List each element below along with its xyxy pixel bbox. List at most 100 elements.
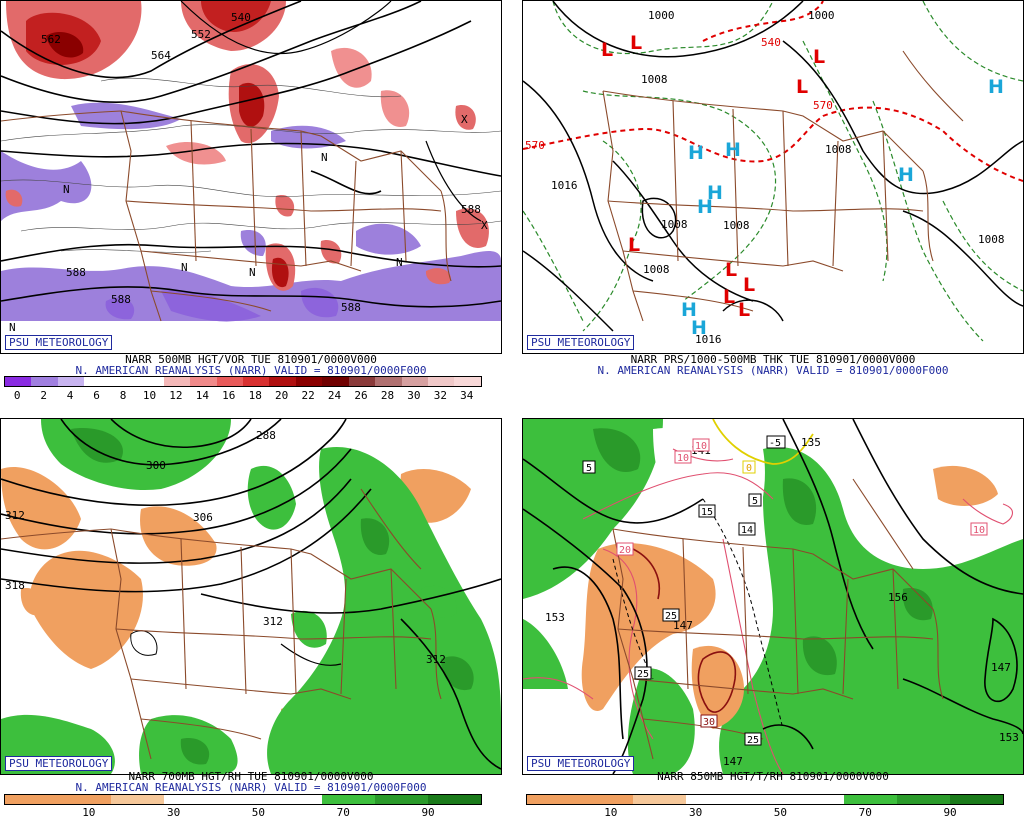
temp-label: 5 <box>582 460 596 474</box>
contour-label: 552 <box>191 28 211 41</box>
colorbar-swatch <box>5 377 32 386</box>
colorbar-swatch <box>216 795 270 804</box>
colorbar-tick-label: 70 <box>858 806 872 819</box>
height-label: 147 <box>673 619 693 632</box>
isobar-label: 1000 <box>648 9 675 22</box>
temp-label: 5 <box>748 493 762 507</box>
svg-text:30: 30 <box>703 717 715 728</box>
contour-label: 318 <box>5 579 25 592</box>
colorbar-tick-label: 24 <box>327 389 342 402</box>
panel-sfc-pressure-thickness: 1000 1000 1008 1016 1008 1008 1008 1008 … <box>522 0 1024 400</box>
colorbar-swatch <box>322 377 349 386</box>
colorbar-tick-label: 30 <box>407 389 421 402</box>
thickness-label: 540 <box>761 36 781 49</box>
map-500mb-vorticity: 562 564 552 540 588 588 588 588 N N N N … <box>0 0 502 354</box>
colorbar-tick-label: 50 <box>251 806 266 819</box>
colorbar-swatch <box>269 377 296 386</box>
colorbar-swatch <box>295 377 323 386</box>
isobar-label: 1008 <box>661 218 688 231</box>
svg-text:25: 25 <box>665 611 677 622</box>
colorbar-swatch <box>269 795 323 804</box>
high-pressure-marker: H <box>988 76 1004 98</box>
colorbar-tick-label: 10 <box>142 389 157 402</box>
isobar-label: 1000 <box>808 9 835 22</box>
svg-text:20: 20 <box>619 545 631 556</box>
colorbar-swatch <box>375 377 402 386</box>
temp-label: 0 <box>742 460 756 474</box>
contour-label: 588 <box>341 301 361 314</box>
colorbar-tick-label: 20 <box>275 389 289 402</box>
svg-text:0: 0 <box>746 463 752 474</box>
colorbar-tick-label: 18 <box>248 389 262 402</box>
colorbar-tick-label: 8 <box>119 389 127 402</box>
colorbar-swatch <box>163 795 217 804</box>
contour-label: 306 <box>193 511 213 524</box>
low-pressure-marker: L <box>796 76 808 98</box>
height-label: 135 <box>801 436 821 449</box>
temp-label: 10 <box>692 438 710 452</box>
colorbar-swatch <box>322 795 376 804</box>
temp-label: 25 <box>662 608 680 622</box>
colorbar-tick-label: 32 <box>433 389 447 402</box>
vort-min-marker: N <box>181 261 188 274</box>
vort-min-marker: N <box>396 256 403 269</box>
low-pressure-marker: L <box>723 286 735 308</box>
colorbar-swatch <box>401 377 428 386</box>
colorbar-tick-label: 22 <box>301 389 315 402</box>
rh-colorbar-ticks: 10 30 50 70 90 <box>526 806 1002 819</box>
low-pressure-marker: L <box>725 259 737 281</box>
height-label: 147 <box>991 661 1011 674</box>
contour-label: 312 <box>5 509 25 522</box>
temp-label: 30 <box>700 714 718 728</box>
colorbar-swatch <box>375 795 429 804</box>
colorbar-tick-label: 90 <box>421 806 435 819</box>
high-pressure-marker: H <box>691 317 707 339</box>
colorbar-tick-label: 12 <box>169 389 183 402</box>
colorbar-swatch <box>137 377 164 386</box>
isobar-label: 1008 <box>723 219 750 232</box>
rh-colorbar <box>4 794 482 805</box>
colorbar-swatch <box>57 377 85 386</box>
colorbar-swatch <box>242 377 270 386</box>
temp-label: 25 <box>634 666 652 680</box>
colorbar-tick-label: 10 <box>82 806 96 819</box>
contour-label: 588 <box>66 266 86 279</box>
panel-700mb-hgt-rh: 312 300 288 306 312 312 318 PSU METEOROL… <box>0 418 502 819</box>
isobar-label: 1016 <box>551 179 578 192</box>
colorbar-tick-label: 34 <box>460 389 474 402</box>
colorbar-swatch <box>791 795 845 804</box>
vort-max-marker: X <box>461 113 468 126</box>
psu-logo: PSU METEOROLOGY <box>527 756 635 771</box>
colorbar-tick-label: 14 <box>195 389 209 402</box>
colorbar-tick-label: 30 <box>167 806 181 819</box>
svg-text:15: 15 <box>701 507 713 518</box>
colorbar-tick-label: 10 <box>604 806 618 819</box>
vort-min-marker: N <box>321 151 328 164</box>
high-pressure-marker: H <box>681 299 697 321</box>
colorbar-tick-label: 2 <box>40 389 47 402</box>
colorbar-swatch <box>163 377 191 386</box>
colorbar-swatch <box>57 795 111 804</box>
map-700mb-rh: 312 300 288 306 312 312 318 PSU METEOROL… <box>0 418 502 775</box>
colorbar-tick-label: 30 <box>689 806 703 819</box>
temp-label: -5 <box>766 435 786 449</box>
colorbar-swatch <box>844 795 898 804</box>
colorbar-swatch <box>84 377 111 386</box>
panel-subtitle: N. AMERICAN REANALYSIS (NARR) VALID = 81… <box>597 364 949 377</box>
panel-title: NARR 850MB HGT/T/RH 810901/0000V000 <box>657 770 889 783</box>
low-pressure-marker: L <box>630 32 642 54</box>
colorbar-swatch <box>5 795 58 804</box>
vorticity-colorbar-ticks: 0 2 4 6 8 10 12 14 16 18 20 22 24 26 28 30 32 34 <box>4 389 480 402</box>
panel-850mb-hgt-t-rh: 153 141 147 156 147 153 147 135 5 10 -5 … <box>522 418 1024 819</box>
colorbar-swatch <box>897 795 951 804</box>
high-pressure-marker: H <box>898 164 914 186</box>
low-pressure-marker: L <box>738 299 750 321</box>
isobar-label: 1008 <box>978 233 1005 246</box>
rh-colorbar <box>526 794 1004 805</box>
temp-label: 10 <box>674 450 692 464</box>
vort-min-marker: N <box>249 266 256 279</box>
map-850mb-rh: 153 141 147 156 147 153 147 135 5 10 -5 … <box>522 418 1024 775</box>
contour-label: 564 <box>151 49 171 62</box>
colorbar-tick-label: 90 <box>943 806 957 819</box>
isobar-label: 1008 <box>643 263 670 276</box>
